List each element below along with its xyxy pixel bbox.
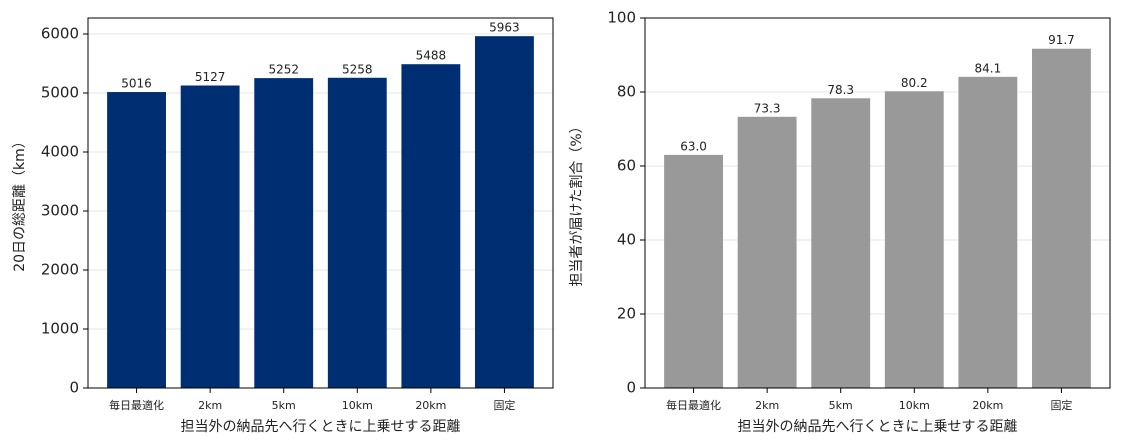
value-label: 5252 (268, 63, 299, 77)
value-label: 91.7 (1048, 33, 1075, 47)
y-tick-label: 1000 (41, 319, 79, 337)
x-tick-label: 10km (899, 399, 930, 412)
x-axis-label: 担当外の納品先へ行くときに上乗せする距離 (181, 418, 461, 435)
y-tick-label: 20 (617, 305, 636, 323)
y-tick-label: 40 (617, 231, 636, 249)
x-tick-label: 20km (972, 399, 1003, 412)
value-label: 80.2 (901, 76, 928, 90)
value-label: 5016 (121, 77, 152, 91)
y-tick-label: 2000 (41, 260, 79, 278)
bar (737, 116, 797, 388)
x-tick-label: 20km (415, 399, 446, 412)
value-label: 5963 (489, 21, 520, 35)
y-tick-label: 100 (607, 9, 636, 27)
plot-frame (644, 17, 1111, 389)
value-label: 78.3 (827, 83, 854, 97)
y-tick-label: 80 (617, 83, 636, 101)
bar (254, 78, 314, 388)
bar (401, 64, 461, 389)
x-tick-label: 毎日最適化 (666, 398, 721, 412)
y-tick-label: 0 (626, 379, 636, 397)
y-axis-label: 20日の総距離（km） (11, 134, 28, 272)
y-tick-label: 6000 (41, 24, 79, 42)
plot-frame (87, 17, 554, 389)
value-label: 5488 (416, 49, 447, 63)
x-tick-label: 毎日最適化 (109, 398, 164, 412)
y-tick-label: 5000 (41, 83, 79, 101)
y-tick-label: 60 (617, 157, 636, 175)
bar (327, 77, 387, 389)
y-tick-label: 0 (69, 379, 79, 397)
y-axis-label: 担当者が届けた割合（%） (568, 119, 585, 286)
x-tick-label: 5km (272, 399, 296, 412)
x-axis-label: 担当外の納品先へ行くときに上乗せする距離 (738, 418, 1018, 435)
bar (1032, 48, 1091, 389)
value-label: 84.1 (975, 61, 1002, 75)
bar (958, 76, 1018, 388)
bar (811, 98, 871, 388)
x-tick-label: 固定 (1050, 398, 1072, 412)
bar (180, 85, 240, 388)
bar (475, 36, 534, 388)
x-tick-label: 10km (342, 399, 373, 412)
value-label: 5127 (195, 70, 226, 84)
value-label: 73.3 (754, 101, 781, 115)
value-label: 63.0 (680, 139, 707, 153)
bar (884, 91, 944, 388)
y-tick-label: 3000 (41, 201, 79, 219)
y-tick-label: 4000 (41, 142, 79, 160)
value-label: 5258 (342, 62, 373, 76)
bar (664, 154, 723, 388)
bar (107, 92, 166, 388)
x-tick-label: 2km (755, 399, 779, 412)
x-tick-label: 5km (829, 399, 853, 412)
x-tick-label: 2km (198, 399, 222, 412)
x-tick-label: 固定 (493, 398, 515, 412)
